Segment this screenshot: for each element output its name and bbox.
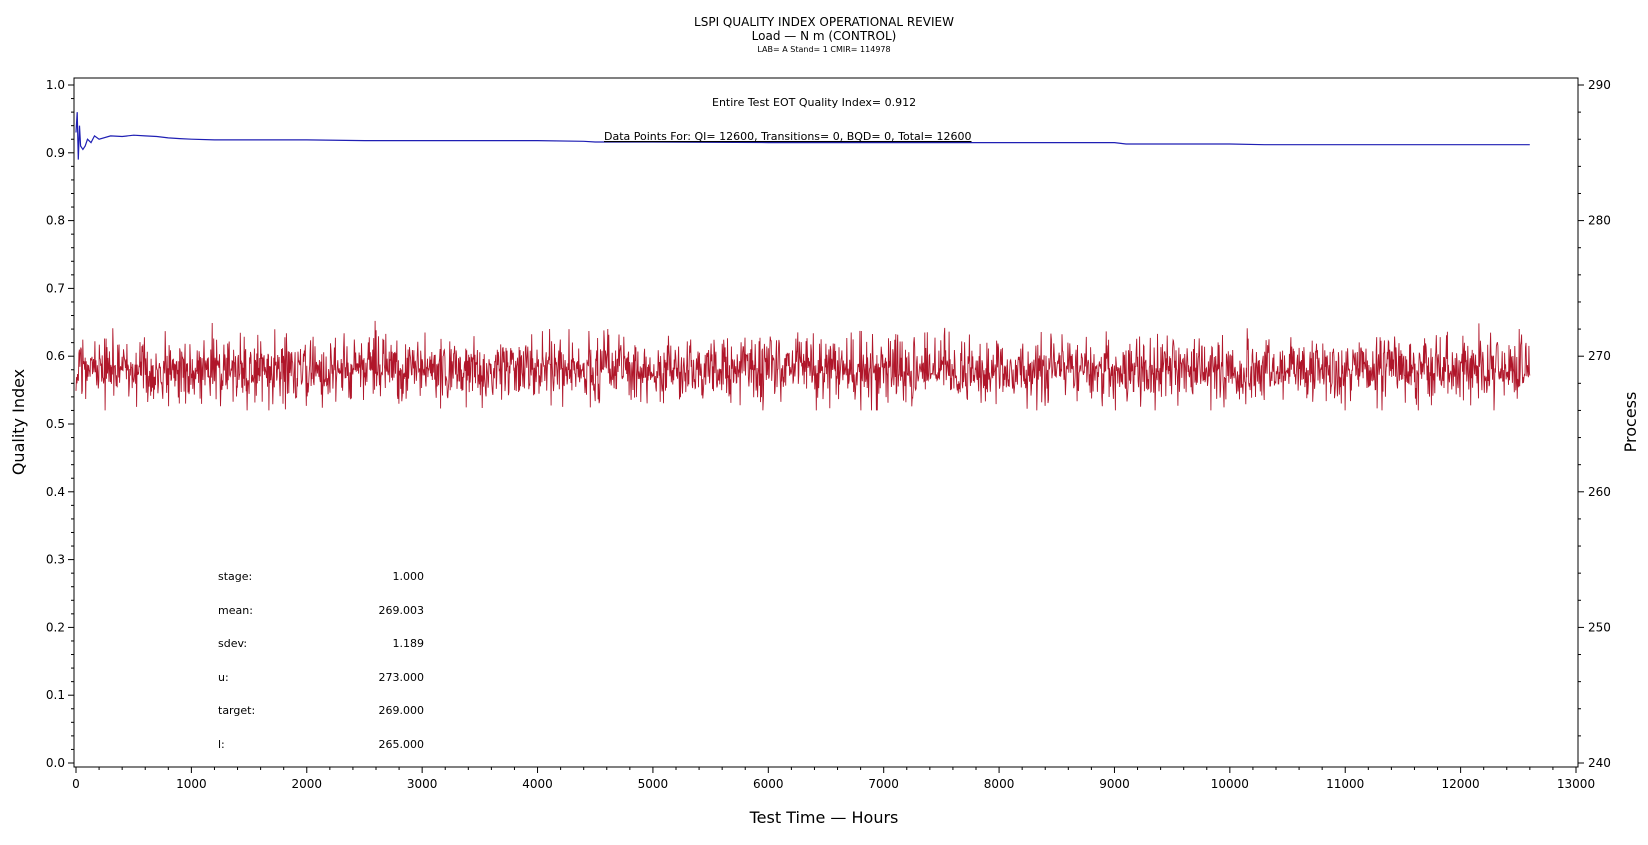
plot-frame <box>73 77 1579 768</box>
y-tick-label: 0.9 <box>46 146 65 160</box>
x-tick-label: 4000 <box>522 777 553 791</box>
chart-subtitle: Load — N m (CONTROL) <box>752 29 897 43</box>
x-tick-label: 6000 <box>753 777 784 791</box>
x-tick-label: 0 <box>72 777 80 791</box>
data-points-note: Data Points For: QI= 12600, Transitions=… <box>604 130 972 143</box>
y-axis-title: Quality Index <box>9 369 28 475</box>
stat-label: stage: <box>218 570 252 583</box>
process-series-line <box>75 320 1531 411</box>
y2-axis-title: Process <box>1621 392 1640 453</box>
x-tick-label: 5000 <box>638 777 669 791</box>
y-tick-label: 0.7 <box>46 281 65 295</box>
ticks-layer: 0 1000 2000 3000 4000 5000 6000 7000 8000 9000 100… <box>46 78 1611 791</box>
x-tick-label: 1000 <box>176 777 207 791</box>
stat-label: u: <box>218 671 229 684</box>
stat-value: 273.000 <box>379 671 425 684</box>
chart-subtitle-meta: LAB= A Stand= 1 CMIR= 114978 <box>757 45 890 54</box>
y-tick-label: 0.4 <box>46 485 65 499</box>
y2-tick-label: 260 <box>1588 485 1611 499</box>
y2-tick-label: 240 <box>1588 756 1611 770</box>
x-tick-label: 12000 <box>1442 777 1480 791</box>
y2-tick-label: 280 <box>1588 214 1611 228</box>
stat-value: 265.000 <box>379 738 425 751</box>
stat-label: target: <box>218 704 255 717</box>
x-tick-label: 9000 <box>1099 777 1130 791</box>
y-tick-label: 0.1 <box>46 688 65 702</box>
y-tick-label: 0.6 <box>46 349 65 363</box>
series-layer <box>75 112 1531 411</box>
stat-value: 269.003 <box>379 604 425 617</box>
stat-value: 1.000 <box>393 570 425 583</box>
quality-index-line <box>75 112 1530 160</box>
x-tick-label: 10000 <box>1211 777 1249 791</box>
y-tick-label: 0.2 <box>46 620 65 634</box>
y-tick-label: 0.8 <box>46 214 65 228</box>
stats-box: stage: 1.000 mean: 269.003 sdev: 1.189 u: 273.0… <box>218 570 424 751</box>
y-tick-label: 1.0 <box>46 78 65 92</box>
x-tick-label: 7000 <box>868 777 899 791</box>
chart-title: LSPI QUALITY INDEX OPERATIONAL REVIEW <box>694 15 954 29</box>
y2-tick-label: 250 <box>1588 620 1611 634</box>
x-tick-label: 2000 <box>291 777 322 791</box>
stat-label: sdev: <box>218 637 247 650</box>
y-tick-label: 0.3 <box>46 553 65 567</box>
stat-label: l: <box>218 738 225 751</box>
stat-label: mean: <box>218 604 253 617</box>
stat-value: 269.000 <box>379 704 425 717</box>
x-tick-label: 13000 <box>1557 777 1595 791</box>
y-tick-label: 0.0 <box>46 756 65 770</box>
x-axis-title: Test Time — Hours <box>749 808 899 827</box>
quality-index-note: Entire Test EOT Quality Index= 0.912 <box>712 96 916 109</box>
y2-tick-label: 290 <box>1588 78 1611 92</box>
y-tick-label: 0.5 <box>46 417 65 431</box>
x-tick-label: 3000 <box>407 777 438 791</box>
x-tick-label: 11000 <box>1326 777 1364 791</box>
x-tick-label: 8000 <box>984 777 1015 791</box>
y2-tick-label: 270 <box>1588 349 1611 363</box>
stat-value: 1.189 <box>393 637 425 650</box>
